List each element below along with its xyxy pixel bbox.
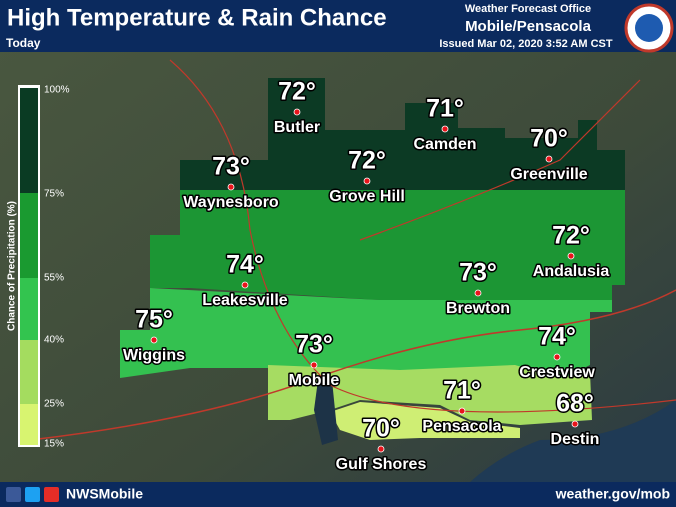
city-temp: 75° xyxy=(135,306,173,334)
legend-swatch xyxy=(20,404,38,445)
city-name: Camden xyxy=(413,136,476,153)
city-temp: 68° xyxy=(556,390,594,418)
city-temp: 73° xyxy=(212,153,250,181)
city-dot xyxy=(310,361,318,369)
city-dot xyxy=(553,353,561,361)
city-dot xyxy=(441,125,449,133)
city-name: Destin xyxy=(551,431,600,448)
social-handle: NWSMobile xyxy=(66,486,143,502)
city-dot xyxy=(545,155,553,163)
city-name: Greenville xyxy=(510,166,587,183)
city-dot xyxy=(227,183,235,191)
region-15-25 xyxy=(330,402,520,440)
facebook-icon xyxy=(6,487,21,502)
city-dot xyxy=(150,336,158,344)
region-55-75 xyxy=(150,190,625,300)
city-name: Gulf Shores xyxy=(336,456,427,473)
nws-logo-inner xyxy=(635,14,663,42)
city-dot xyxy=(363,177,371,185)
legend-level: 100% xyxy=(44,85,70,96)
city-name: Butler xyxy=(274,119,320,136)
city-name: Grove Hill xyxy=(329,188,405,205)
city-name: Wiggins xyxy=(123,347,185,364)
city-name: Mobile xyxy=(289,372,340,389)
legend-swatch xyxy=(20,88,38,193)
city-temp: 71° xyxy=(426,95,464,123)
region-25-40 xyxy=(268,365,592,425)
region-40-55 xyxy=(120,288,612,380)
city-temp: 73° xyxy=(459,259,497,287)
city-temp: 70° xyxy=(362,415,400,443)
legend-swatch xyxy=(20,278,38,340)
legend-level: 75% xyxy=(44,189,64,200)
twitter-icon xyxy=(25,487,40,502)
website: weather.gov/mob xyxy=(555,486,670,502)
city-temp: 74° xyxy=(226,251,264,279)
city-temp: 70° xyxy=(530,125,568,153)
highway xyxy=(169,59,676,413)
highway xyxy=(359,79,641,241)
city-dot xyxy=(567,252,575,260)
title: High Temperature & Rain Chance xyxy=(7,4,387,31)
city-name: Waynesboro xyxy=(183,194,279,211)
city-name: Brewton xyxy=(446,300,510,317)
city-dot xyxy=(474,289,482,297)
office: Mobile/Pensacola xyxy=(465,18,592,35)
city-dot xyxy=(571,420,579,428)
gulf-water xyxy=(470,400,676,482)
legend-level: 25% xyxy=(44,399,64,410)
city-name: Andalusia xyxy=(533,263,610,280)
footer-bar xyxy=(0,482,676,507)
city-temp: 74° xyxy=(538,323,576,351)
legend-swatch xyxy=(20,340,38,404)
city-temp: 71° xyxy=(443,377,481,405)
office-line: Weather Forecast Office xyxy=(465,3,591,15)
city-name: Crestview xyxy=(519,364,595,381)
issued: Issued Mar 02, 2020 3:52 AM CST xyxy=(439,38,613,50)
interstate xyxy=(29,289,676,441)
city-dot xyxy=(293,108,301,116)
city-name: Leakesville xyxy=(202,292,288,309)
legend-level: 15% xyxy=(44,439,64,450)
youtube-icon xyxy=(44,487,59,502)
city-name: Pensacola xyxy=(422,418,501,435)
city-dot xyxy=(377,445,385,453)
legend-label: Chance of Precipitation (%) xyxy=(7,201,18,331)
city-temp: 72° xyxy=(278,78,316,106)
legend-level: 40% xyxy=(44,335,64,346)
mobile-bay xyxy=(314,380,338,445)
legend-level: 55% xyxy=(44,273,64,284)
header-bar xyxy=(0,0,676,52)
region-75-100 xyxy=(180,78,625,190)
city-temp: 73° xyxy=(295,331,333,359)
city-dot xyxy=(241,281,249,289)
cities: 72° Butler 71° Camden 70° Greenville 73° Waynes… xyxy=(121,76,610,475)
city-temp: 72° xyxy=(348,147,386,175)
subtitle: Today xyxy=(6,36,41,50)
city-temp: 72° xyxy=(552,222,590,250)
legend-swatch xyxy=(20,193,38,278)
city-dot xyxy=(458,407,466,415)
